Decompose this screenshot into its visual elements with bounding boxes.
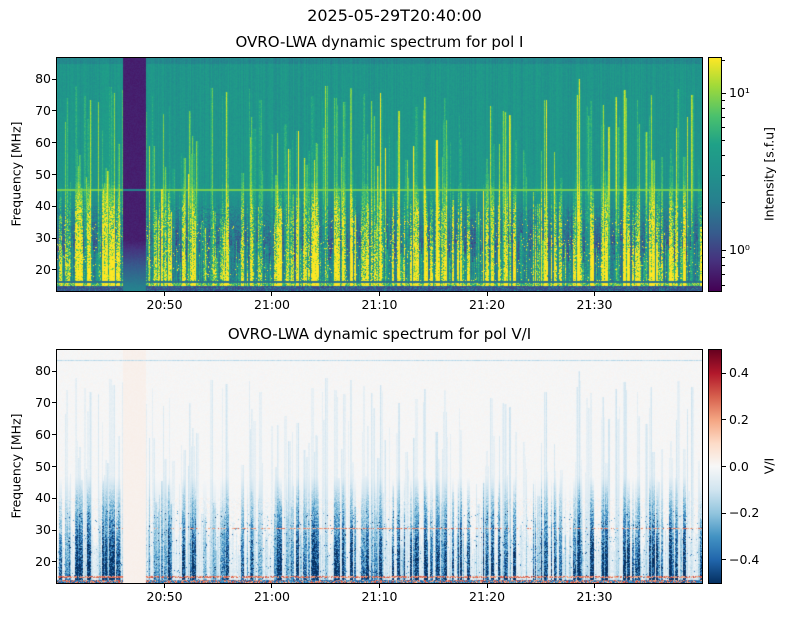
x-tick-label-panel1: 21:30: [576, 589, 613, 604]
y-tick-panel1: [52, 370, 56, 372]
pol-i-colorbar: [708, 57, 722, 292]
x-tick-label-panel1: 20:50: [146, 589, 183, 604]
colorbar-minor-tick-panel0: [722, 139, 725, 141]
pol-vi-colorbar-label: V/I: [761, 457, 777, 475]
colorbar-tick-panel0: [722, 249, 726, 251]
y-tick-label-panel1: 20: [35, 553, 51, 569]
colorbar-tick-label-panel1: 0.4: [729, 365, 749, 381]
colorbar-minor-tick-panel0: [722, 174, 725, 176]
y-tick-label-panel1: 40: [35, 490, 51, 506]
y-tick-panel1: [52, 434, 56, 436]
colorbar-tick-label-panel1: −0.4: [729, 551, 760, 567]
x-tick-label-panel0: 21:10: [361, 297, 398, 312]
pol-vi-title: OVRO-LWA dynamic spectrum for pol V/I: [227, 325, 532, 343]
colorbar-minor-tick-panel0: [722, 274, 725, 276]
y-tick-label-panel0: 80: [35, 71, 51, 86]
colorbar-minor-tick-panel0: [722, 116, 725, 118]
x-tick-label-panel1: 21:00: [253, 589, 290, 604]
colorbar-tick-label-panel1: 0.2: [729, 411, 749, 427]
y-tick-label-panel0: 50: [35, 166, 51, 182]
y-tick-panel0: [52, 110, 56, 112]
x-tick-panel0: [164, 292, 166, 296]
x-tick-panel1: [486, 584, 488, 588]
colorbar-minor-tick-panel0: [722, 127, 725, 129]
x-tick-panel1: [164, 584, 166, 588]
pol-i-title: OVRO-LWA dynamic spectrum for pol I: [235, 33, 524, 51]
y-tick-panel1: [52, 466, 56, 467]
y-tick-label-panel1: 70: [35, 394, 51, 410]
colorbar-tick-panel1: [722, 559, 726, 561]
y-tick-panel0: [52, 205, 56, 207]
y-tick-panel1: [52, 561, 56, 563]
pol-vi-plot-frame: [56, 349, 703, 584]
x-tick-panel0: [379, 292, 380, 296]
y-tick-label-panel1: 80: [35, 363, 51, 378]
y-tick-panel0: [52, 142, 56, 144]
pol-i-plot-frame: [56, 57, 703, 292]
y-tick-panel1: [52, 497, 56, 499]
y-tick-panel0: [52, 78, 56, 80]
y-tick-label-panel1: 50: [35, 458, 51, 474]
colorbar-minor-tick-panel0: [722, 256, 725, 258]
x-tick-label-panel1: 21:10: [361, 589, 398, 604]
x-tick-panel1: [271, 584, 273, 588]
y-tick-label-panel1: 60: [35, 426, 51, 442]
colorbar-tick-panel1: [722, 512, 726, 514]
colorbar-minor-tick-panel0: [722, 60, 725, 62]
y-tick-label-panel0: 30: [35, 230, 51, 246]
pol-vi-colorbar: [708, 349, 722, 584]
colorbar-tick-label-panel1: −0.2: [729, 505, 760, 521]
colorbar-minor-tick-panel0: [722, 107, 725, 109]
x-tick-panel0: [486, 292, 488, 296]
y-tick-panel1: [52, 402, 56, 404]
y-tick-panel0: [52, 174, 56, 175]
colorbar-minor-tick-panel0: [722, 99, 725, 101]
x-tick-panel0: [271, 292, 273, 296]
x-tick-label-panel1: 21:20: [469, 589, 506, 604]
y-tick-panel1: [52, 529, 56, 531]
colorbar-tick-label-panel1: 0.0: [729, 458, 749, 474]
x-tick-panel1: [593, 584, 595, 588]
y-tick-panel0: [52, 237, 56, 239]
x-tick-panel0: [593, 292, 595, 296]
x-tick-label-panel0: 20:50: [146, 297, 183, 312]
colorbar-minor-tick-panel0: [722, 264, 725, 266]
x-tick-label-panel0: 21:00: [253, 297, 290, 312]
pol-i-colorbar-label: Intensity [s.f.u]: [761, 126, 777, 222]
y-tick-label-panel0: 40: [35, 198, 51, 214]
figure-suptitle: 2025-05-29T20:40:00: [307, 6, 482, 25]
colorbar-minor-tick-panel0: [722, 202, 725, 204]
y-tick-label-panel0: 70: [35, 102, 51, 118]
colorbar-tick-label-panel0: 10⁰: [729, 242, 750, 258]
y-tick-label-panel0: 60: [35, 134, 51, 150]
x-tick-label-panel0: 21:20: [469, 297, 506, 312]
pol-vi-spectrogram-canvas: [57, 350, 702, 583]
pol-i-spectrogram-canvas: [57, 58, 702, 291]
x-tick-label-panel0: 21:30: [576, 297, 613, 312]
colorbar-minor-tick-panel0: [722, 284, 725, 286]
x-tick-panel1: [379, 584, 380, 588]
colorbar-tick-panel0: [722, 92, 726, 94]
colorbar-tick-label-panel0: 10¹: [729, 85, 750, 100]
colorbar-tick-panel1: [722, 466, 726, 467]
colorbar-minor-tick-panel0: [722, 155, 725, 157]
colorbar-tick-panel1: [722, 372, 726, 374]
colorbar-tick-panel1: [722, 419, 726, 421]
y-tick-panel0: [52, 269, 56, 271]
y-tick-label-panel0: 20: [35, 261, 51, 277]
y-tick-label-panel1: 30: [35, 522, 51, 538]
